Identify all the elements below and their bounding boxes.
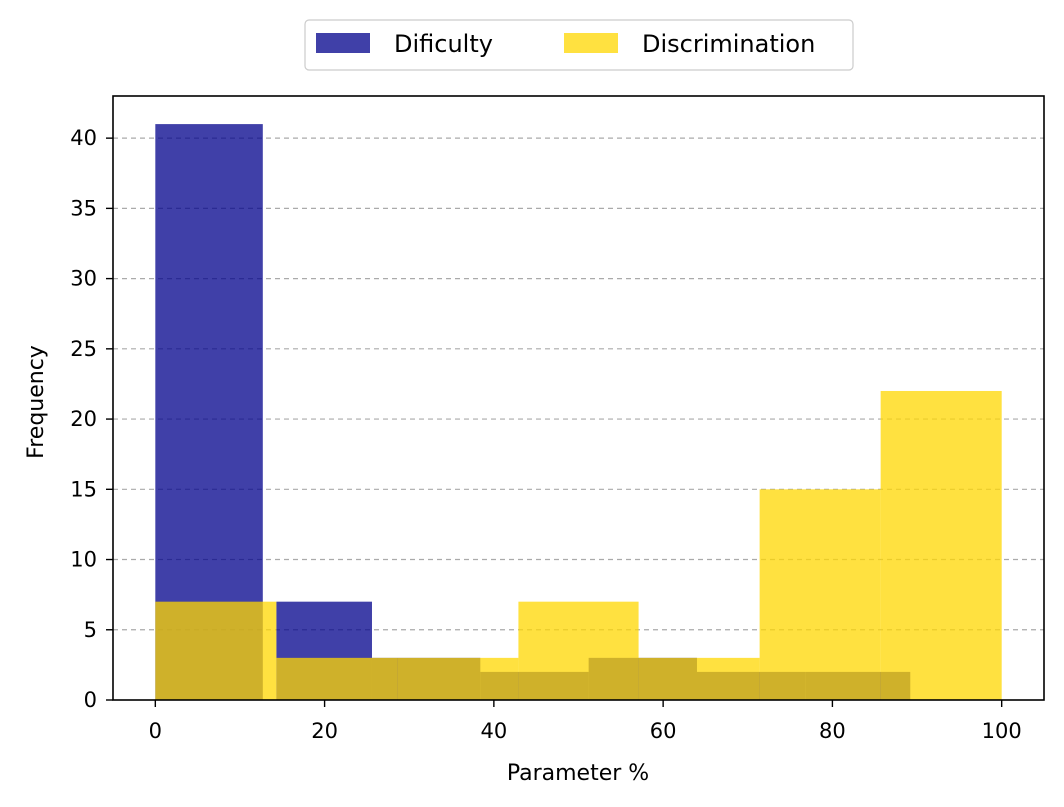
- y-axis-ticks: 0 5 10 15 20 25 30 35 40: [70, 126, 113, 712]
- bar-discrimination-4: [638, 657, 760, 700]
- bar-discrimination-0: [155, 601, 277, 700]
- bar-discrimination-5: [759, 489, 881, 700]
- bar-discrimination-2: [397, 657, 519, 700]
- x-tick-label-60: 60: [650, 719, 677, 743]
- y-tick-label-35: 35: [70, 196, 97, 220]
- y-tick-label-0: 0: [84, 688, 97, 712]
- y-tick-label-20: 20: [70, 407, 97, 431]
- legend-swatch-discrimination: [564, 33, 618, 53]
- x-tick-label-0: 0: [149, 719, 162, 743]
- bar-discrimination-1: [276, 657, 398, 700]
- x-tick-label-40: 40: [480, 719, 507, 743]
- y-tick-label-30: 30: [70, 267, 97, 291]
- x-axis-ticks: 0 20 40 60 80 100: [149, 700, 1022, 743]
- bar-discrimination-3: [518, 601, 639, 700]
- x-tick-label-100: 100: [982, 719, 1022, 743]
- legend-label-discrimination: Discrimination: [642, 30, 815, 58]
- x-tick-label-20: 20: [311, 719, 338, 743]
- plot-frame: [112, 95, 1045, 701]
- y-tick-label-25: 25: [70, 337, 97, 361]
- legend-label-dificulty: Dificulty: [394, 30, 493, 58]
- histogram-bars: [155, 124, 1002, 701]
- x-tick-label-80: 80: [819, 719, 846, 743]
- y-tick-label-10: 10: [70, 548, 97, 572]
- bar-discrimination-6: [880, 390, 1002, 700]
- x-axis-label: Parameter %: [507, 761, 649, 786]
- legend: Dificulty Discrimination: [304, 19, 854, 71]
- y-tick-label-5: 5: [84, 618, 97, 642]
- y-tick-label-15: 15: [70, 477, 97, 501]
- y-tick-label-40: 40: [70, 126, 97, 150]
- y-axis-label: Frequency: [24, 345, 49, 459]
- legend-swatch-dificulty: [316, 33, 370, 53]
